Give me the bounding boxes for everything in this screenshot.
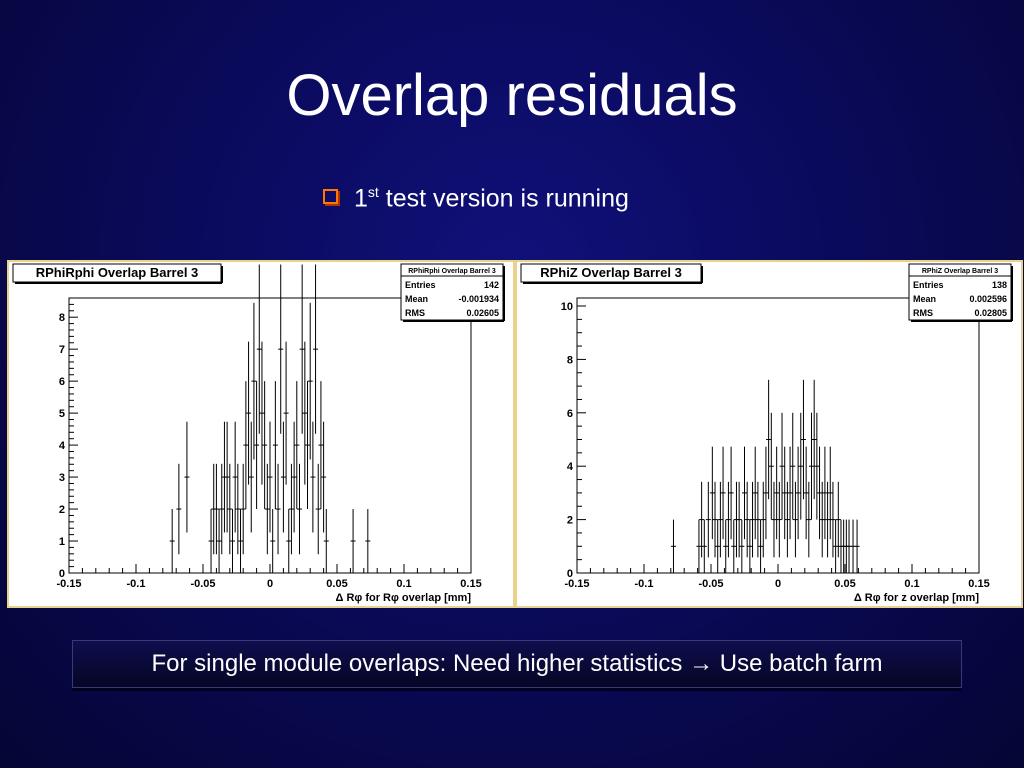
y-tick-label: 10: [561, 301, 573, 313]
x-tick-label: 0.1: [904, 578, 919, 590]
bullet-item: 1st test version is running: [323, 184, 629, 213]
stats-label: Entries: [913, 280, 944, 290]
y-tick-label: 7: [59, 344, 65, 356]
x-tick-label: -0.15: [564, 578, 589, 590]
x-tick-label: 0.05: [326, 578, 347, 590]
y-tick-label: 4: [567, 461, 574, 473]
checkbox-bullet-icon: [323, 189, 338, 205]
stats-value: 0.02605: [466, 308, 499, 318]
bullet-text: test version is running: [378, 184, 629, 213]
y-tick-label: 2: [567, 515, 573, 527]
footer-text: For single module overlaps: Need higher …: [151, 650, 883, 677]
y-tick-label: 6: [567, 408, 573, 420]
y-tick-label: 0: [567, 568, 573, 580]
x-tick-label: 0: [267, 578, 273, 590]
bullet-ordinal-suffix: st: [367, 184, 379, 200]
plot-frame: [576, 297, 980, 574]
x-tick-label: -0.1: [635, 578, 654, 590]
y-tick-label: 8: [59, 312, 65, 324]
y-tick-label: 2: [59, 504, 65, 516]
stats-box: [400, 263, 504, 321]
stats-value: 0.02805: [974, 308, 1007, 318]
histogram-rphiz: 0 2 4 6 8 10 -0.15 -0.1 -0.05 0 0.05 0.1 0.15 Δ Rφ fo…: [520, 263, 1013, 604]
y-tick-label: 0: [59, 568, 65, 580]
x-tick-label: 0.1: [396, 578, 411, 590]
stats-label: RMS: [913, 308, 933, 318]
stats-label: Mean: [405, 294, 428, 304]
stats-box: [908, 263, 1012, 321]
x-tick-label: 0.05: [834, 578, 855, 590]
stats-value: 0.002596: [969, 294, 1007, 304]
y-tick-label: 4: [59, 440, 66, 452]
stats-label: Entries: [405, 280, 436, 290]
histogram-rphirphi: 0 1 2 3 4 5 6 7 8 -0.15 -0.1 -0.05 0 0.05 0.1 0.15 Δ Rφ …: [12, 263, 505, 604]
stats-box-name: RPhiRphi Overlap Barrel 3: [408, 268, 496, 275]
histogram-panel-rphiz: 0 2 4 6 8 10 -0.15 -0.1 -0.05 0 0.05 0.1 0.15 Δ Rφ fo…: [515, 260, 1023, 608]
chart-title: RPhiZ Overlap Barrel 3: [540, 265, 682, 280]
stats-value: -0.001934: [458, 294, 499, 304]
chart-title: RPhiRphi Overlap Barrel 3: [36, 265, 199, 280]
y-tick-label: 8: [567, 354, 573, 366]
y-tick-label: 3: [59, 472, 65, 484]
x-tick-label: 0: [775, 578, 781, 590]
x-tick-label: -0.1: [127, 578, 146, 590]
footer-box: For single module overlaps: Need higher …: [72, 640, 962, 688]
y-tick-label: 1: [59, 536, 65, 548]
stats-box-name: RPhiZ Overlap Barrel 3: [922, 268, 998, 275]
y-tick-label: 6: [59, 376, 65, 388]
stats-label: RMS: [405, 308, 425, 318]
x-tick-label: 0.15: [968, 578, 989, 590]
x-tick-label: 0.15: [460, 578, 481, 590]
y-tick-label: 5: [59, 408, 65, 420]
bullet-ordinal-number: 1: [354, 184, 368, 213]
x-axis-label: Δ Rφ for z overlap [mm]: [854, 592, 980, 604]
x-tick-label: -0.05: [190, 578, 215, 590]
x-tick-label: -0.05: [698, 578, 723, 590]
stats-label: Mean: [913, 294, 936, 304]
slide-title: Overlap residuals: [286, 63, 738, 128]
x-axis-label: Δ Rφ for Rφ overlap [mm]: [336, 592, 472, 604]
stats-value: 142: [484, 280, 499, 290]
x-tick-label: -0.15: [56, 578, 81, 590]
histogram-panel-rphirphi: 0 1 2 3 4 5 6 7 8 -0.15 -0.1 -0.05 0 0.05 0.1 0.15 Δ Rφ …: [7, 260, 515, 608]
stats-value: 138: [992, 280, 1007, 290]
